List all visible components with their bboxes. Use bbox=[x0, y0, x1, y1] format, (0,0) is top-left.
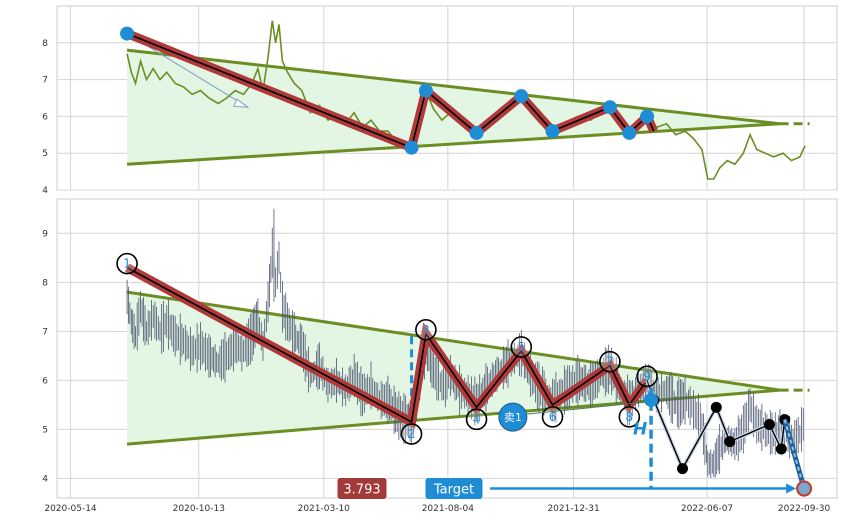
pattern-node bbox=[622, 125, 637, 140]
pattern-node bbox=[545, 124, 560, 139]
bottom-pane: 4 5 6 7 8 9 1 2 3 4 5 6 7 8 9 H 卖1 3.793 Target 2020-05-1… bbox=[42, 198, 838, 514]
target-label-box bbox=[424, 477, 484, 501]
pattern-point-label: 6 bbox=[549, 410, 557, 424]
pattern-node bbox=[514, 89, 529, 104]
pattern-node bbox=[120, 26, 135, 41]
bottom-pane-y-ticks: 4 5 6 7 8 9 bbox=[42, 229, 48, 484]
y-tick-label: 8 bbox=[42, 39, 48, 49]
y-tick-label: 9 bbox=[42, 229, 48, 239]
sell-signal-label: 卖1 bbox=[504, 411, 522, 424]
x-tick-label: 2021-03-10 bbox=[298, 504, 351, 514]
pattern-point-label: 2 bbox=[408, 427, 416, 441]
pattern-point-marker bbox=[116, 252, 138, 275]
top-pane-plot bbox=[120, 20, 810, 180]
y-tick-label: 5 bbox=[42, 149, 48, 159]
bottom-pane-plot: 1 2 3 4 5 6 7 8 9 H 卖1 3.793 Target bbox=[116, 208, 813, 501]
y-tick-label: 4 bbox=[42, 186, 48, 196]
breakout-node bbox=[644, 392, 659, 407]
pattern-point-label: 7 bbox=[606, 355, 614, 369]
y-tick-label: 5 bbox=[42, 425, 48, 435]
sell-signal-badge bbox=[498, 402, 528, 432]
y-tick-label: 7 bbox=[42, 76, 48, 86]
pattern-point-label: 9 bbox=[643, 369, 651, 383]
pattern-line bbox=[126, 266, 648, 424]
pattern-point-marker bbox=[636, 365, 658, 388]
target-leg-dash bbox=[783, 419, 806, 489]
pattern-point-marker bbox=[599, 350, 621, 373]
pattern-point-label: 5 bbox=[517, 340, 525, 354]
pattern-point-marker bbox=[400, 423, 423, 445]
x-tick-label: 2022-06-07 bbox=[681, 504, 733, 514]
y-tick-label: 4 bbox=[42, 474, 48, 484]
top-pane-y-ticks: 4 5 6 7 8 bbox=[42, 39, 48, 196]
target-arrowhead bbox=[786, 483, 797, 494]
y-tick-label: 6 bbox=[42, 376, 48, 386]
pattern-node bbox=[404, 140, 419, 155]
lower-trendline bbox=[126, 122, 780, 166]
pattern-node bbox=[640, 109, 655, 124]
pattern-point-marker bbox=[465, 408, 488, 431]
projection-node bbox=[710, 401, 722, 413]
y-tick-label: 7 bbox=[42, 327, 48, 337]
x-tick-label: 2020-10-13 bbox=[173, 504, 225, 514]
target-price-label: 3.793 bbox=[343, 483, 380, 498]
pattern-point-label: 8 bbox=[626, 410, 634, 424]
target-price-box bbox=[336, 477, 388, 501]
x-axis-date-ticks: 2020-05-14 2020-10-13 2021-03-10 2021-08-04… bbox=[44, 504, 830, 514]
pattern-point-marker bbox=[618, 406, 641, 428]
target-label: Target bbox=[433, 483, 474, 498]
pattern-node bbox=[469, 125, 484, 140]
projection-node bbox=[775, 443, 787, 455]
x-tick-label: 2022-09-30 bbox=[778, 504, 831, 514]
triangle-fill bbox=[127, 50, 780, 165]
direction-arrowhead bbox=[233, 98, 250, 108]
projection-node bbox=[677, 463, 689, 475]
x-tick-label: 2021-12-31 bbox=[547, 504, 599, 514]
pattern-line bbox=[126, 32, 655, 149]
x-tick-label: 2020-05-14 bbox=[44, 504, 97, 514]
pattern-node bbox=[602, 100, 617, 115]
pattern-node bbox=[418, 83, 433, 98]
y-tick-label: 6 bbox=[42, 112, 48, 122]
upper-trendline bbox=[126, 48, 780, 126]
pattern-point-label: 4 bbox=[473, 412, 481, 426]
pattern-point-label: 1 bbox=[123, 257, 131, 271]
target-node bbox=[796, 480, 813, 497]
height-marker-label: H bbox=[633, 419, 647, 439]
pattern-point-marker bbox=[510, 336, 533, 358]
pattern-point-marker bbox=[415, 318, 437, 341]
y-tick-label: 8 bbox=[42, 278, 48, 288]
sell-signal-connector bbox=[526, 401, 643, 415]
projection-node bbox=[763, 418, 775, 430]
x-tick-label: 2021-08-04 bbox=[422, 504, 475, 514]
pattern-point-label: 3 bbox=[422, 323, 430, 337]
projection-node bbox=[724, 436, 736, 448]
top-pane: 4 5 6 7 8 bbox=[42, 5, 838, 196]
